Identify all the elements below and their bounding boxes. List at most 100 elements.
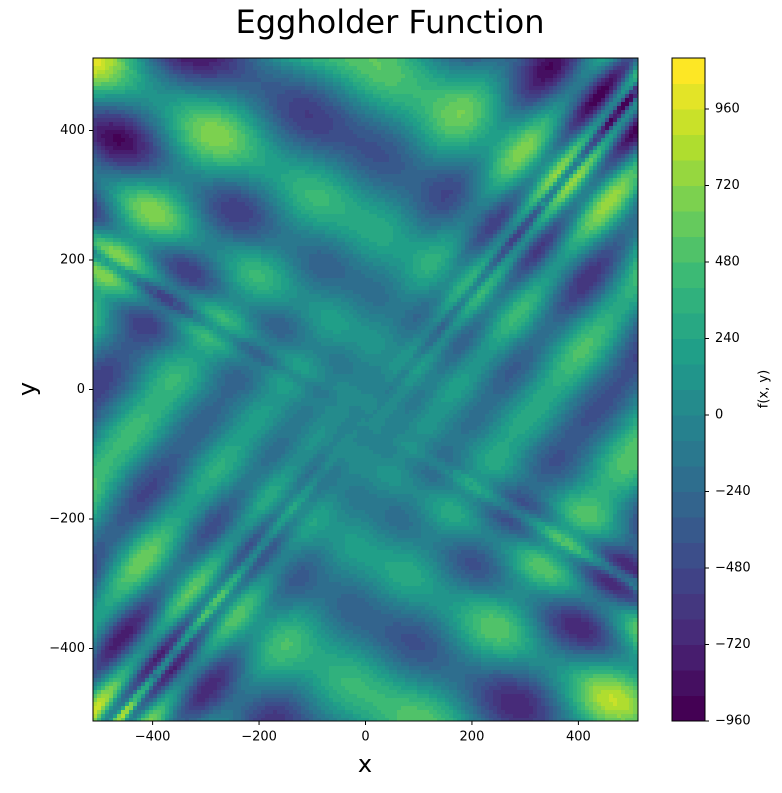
contour-cell (189, 142, 194, 147)
contour-cell (433, 182, 438, 187)
contour-cell (513, 158, 518, 163)
contour-cell (193, 142, 198, 147)
contour-cell (377, 198, 382, 203)
contour-cell (321, 198, 326, 203)
contour-cell (421, 98, 426, 103)
contour-cell (581, 126, 586, 131)
contour-cell (125, 78, 130, 83)
contour-cell (241, 58, 246, 63)
contour-cell (189, 102, 194, 107)
contour-cell (269, 58, 274, 63)
contour-cell (349, 154, 354, 159)
contour-cell (329, 154, 334, 159)
contour-cell (225, 98, 230, 103)
contour-cell (625, 138, 630, 143)
contour-cell (189, 202, 194, 207)
contour-cell (97, 182, 102, 187)
contour-cell (465, 158, 470, 163)
contour-cell (245, 146, 250, 151)
contour-cell (629, 138, 634, 143)
contour-cell (505, 186, 510, 191)
contour-cell (309, 178, 314, 183)
contour-cell (425, 86, 430, 91)
contour-cell (265, 58, 270, 63)
contour-cell (265, 86, 270, 91)
contour-cell (221, 150, 226, 155)
contour-cell (177, 150, 182, 155)
contour-cell (201, 166, 206, 171)
contour-cell (293, 138, 298, 143)
contour-cell (181, 186, 186, 191)
contour-cell (205, 170, 210, 175)
contour-cell (353, 62, 358, 67)
contour-cell (197, 138, 202, 143)
contour-cell (225, 90, 230, 95)
contour-cell (141, 142, 146, 147)
contour-cell (465, 70, 470, 75)
contour-cell (473, 90, 478, 95)
contour-cell (349, 194, 354, 199)
contour-cell (373, 146, 378, 151)
contour-cell (609, 154, 614, 159)
contour-cell (477, 102, 482, 107)
contour-cell (313, 174, 318, 179)
contour-cell (505, 98, 510, 103)
contour-cell (533, 110, 538, 115)
contour-cell (517, 170, 522, 175)
contour-cell (413, 166, 418, 171)
contour-cell (269, 182, 274, 187)
contour-cell (413, 78, 418, 83)
contour-cell (229, 162, 234, 167)
contour-cell (601, 118, 606, 123)
contour-cell (105, 182, 110, 187)
contour-cell (253, 146, 258, 151)
contour-cell (241, 182, 246, 187)
contour-cell (149, 58, 154, 63)
contour-cell (457, 154, 462, 159)
contour-cell (465, 102, 470, 107)
contour-cell (257, 90, 262, 95)
contour-cell (153, 174, 158, 179)
contour-cell (621, 70, 626, 75)
contour-cell (337, 106, 342, 111)
contour-cell (217, 190, 222, 195)
contour-cell (585, 58, 590, 63)
contour-cell (101, 78, 106, 83)
contour-cell (205, 118, 210, 123)
contour-cell (141, 90, 146, 95)
contour-cell (285, 130, 290, 135)
contour-cell (465, 146, 470, 151)
contour-cell (497, 174, 502, 179)
contour-cell (233, 150, 238, 155)
contour-cell (185, 126, 190, 131)
contour-cell (105, 122, 110, 127)
contour-cell (425, 126, 430, 131)
contour-cell (505, 86, 510, 91)
contour-cell (93, 70, 98, 75)
contour-cell (329, 110, 334, 115)
contour-cell (157, 194, 162, 199)
contour-cell (141, 102, 146, 107)
contour-cell (205, 62, 210, 67)
contour-cell (217, 186, 222, 191)
contour-cell (205, 126, 210, 131)
contour-cell (493, 154, 498, 159)
contour-cell (409, 94, 414, 99)
contour-cell (445, 146, 450, 151)
contour-cell (473, 170, 478, 175)
contour-cell (445, 70, 450, 75)
contour-cell (333, 86, 338, 91)
contour-cell (573, 190, 578, 195)
contour-cell (273, 162, 278, 167)
contour-cell (97, 118, 102, 123)
contour-cell (533, 170, 538, 175)
contour-cell (565, 90, 570, 95)
contour-cell (549, 170, 554, 175)
y-axis-label: y (13, 382, 41, 396)
contour-cell (261, 154, 266, 159)
contour-cell (165, 106, 170, 111)
contour-cell (585, 118, 590, 123)
contour-cell (277, 58, 282, 63)
contour-cell (465, 118, 470, 123)
contour-cell (345, 94, 350, 99)
